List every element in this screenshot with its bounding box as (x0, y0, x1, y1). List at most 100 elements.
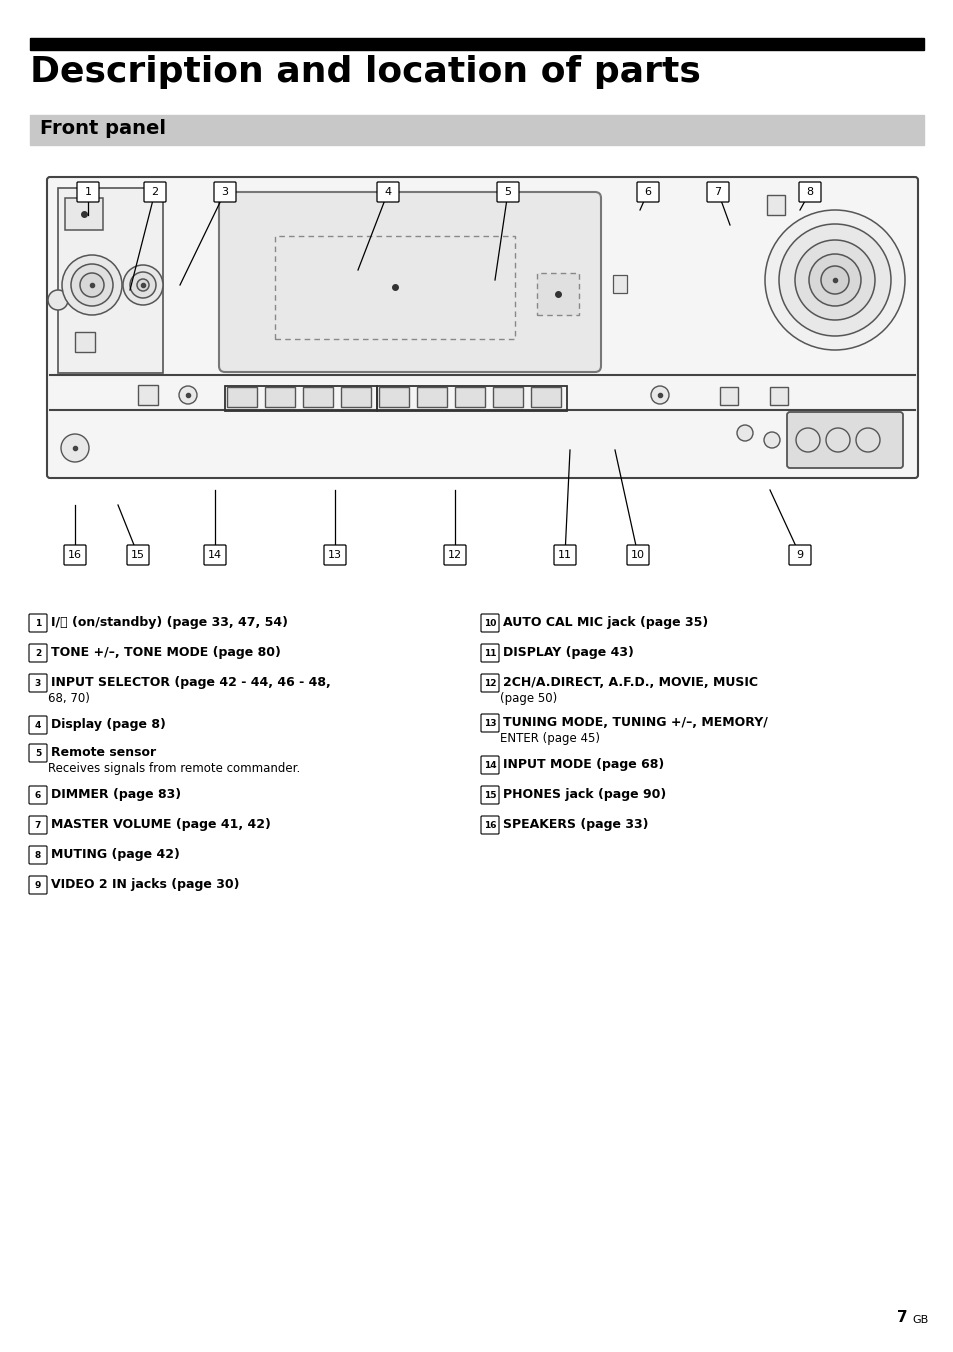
Bar (265, 387, 294, 407)
Text: TUNING MODE, TUNING +/–, MEMORY/: TUNING MODE, TUNING +/–, MEMORY/ (502, 717, 767, 729)
Bar (376, 387, 566, 411)
FancyBboxPatch shape (29, 846, 47, 864)
Text: 11: 11 (558, 550, 572, 560)
FancyBboxPatch shape (324, 545, 346, 565)
Text: 8: 8 (35, 850, 41, 860)
FancyBboxPatch shape (637, 183, 659, 201)
Text: 16: 16 (483, 821, 496, 830)
Text: 1: 1 (35, 618, 41, 627)
FancyBboxPatch shape (480, 786, 498, 804)
FancyBboxPatch shape (480, 756, 498, 773)
FancyBboxPatch shape (706, 183, 728, 201)
Circle shape (123, 265, 163, 306)
Text: Receives signals from remote commander.: Receives signals from remote commander. (48, 763, 300, 775)
Bar (75, 333, 95, 352)
Text: 11: 11 (483, 649, 496, 657)
Circle shape (794, 241, 874, 320)
Text: 12: 12 (448, 550, 461, 560)
Text: I/⏻ (on/standby) (page 33, 47, 54): I/⏻ (on/standby) (page 33, 47, 54) (51, 617, 288, 629)
Bar (138, 385, 158, 406)
Text: 9: 9 (34, 880, 41, 890)
Circle shape (650, 387, 668, 404)
Text: 15: 15 (131, 550, 145, 560)
Circle shape (855, 429, 879, 452)
Text: AUTO CAL MIC jack (page 35): AUTO CAL MIC jack (page 35) (502, 617, 707, 629)
FancyBboxPatch shape (497, 183, 518, 201)
Bar (766, 195, 784, 215)
Text: INPUT MODE (page 68): INPUT MODE (page 68) (502, 758, 663, 771)
Text: 8: 8 (805, 187, 813, 197)
Text: PHONES jack (page 90): PHONES jack (page 90) (502, 788, 665, 800)
FancyBboxPatch shape (480, 714, 498, 731)
Text: 10: 10 (630, 550, 644, 560)
FancyBboxPatch shape (626, 545, 648, 565)
Text: 5: 5 (35, 749, 41, 757)
Bar (416, 387, 447, 407)
Bar (30, 115, 923, 145)
Bar (225, 387, 376, 411)
Circle shape (48, 289, 68, 310)
Circle shape (80, 273, 104, 297)
Text: 15: 15 (483, 791, 496, 799)
FancyBboxPatch shape (204, 545, 226, 565)
Bar (30, 38, 923, 50)
Bar (613, 274, 626, 293)
Bar (537, 273, 578, 315)
Bar (493, 387, 522, 407)
FancyBboxPatch shape (786, 412, 902, 468)
Text: 13: 13 (483, 718, 496, 727)
Circle shape (808, 254, 861, 306)
Circle shape (137, 279, 149, 291)
Bar (303, 387, 333, 407)
Text: SPEAKERS (page 33): SPEAKERS (page 33) (502, 818, 648, 831)
Text: (page 50): (page 50) (499, 692, 557, 704)
Circle shape (821, 266, 848, 293)
Bar (274, 237, 515, 339)
Text: 2: 2 (152, 187, 158, 197)
FancyBboxPatch shape (29, 717, 47, 734)
Text: DISPLAY (page 43): DISPLAY (page 43) (502, 646, 633, 658)
Text: 7: 7 (897, 1310, 907, 1325)
Circle shape (179, 387, 196, 404)
FancyBboxPatch shape (47, 177, 917, 479)
Circle shape (779, 224, 890, 337)
Text: Remote sensor: Remote sensor (51, 746, 156, 758)
Bar (227, 387, 256, 407)
Circle shape (130, 272, 156, 297)
FancyBboxPatch shape (480, 817, 498, 834)
Text: 9: 9 (796, 550, 802, 560)
Text: 2: 2 (35, 649, 41, 657)
Text: DIMMER (page 83): DIMMER (page 83) (51, 788, 181, 800)
FancyBboxPatch shape (29, 817, 47, 834)
FancyBboxPatch shape (29, 675, 47, 692)
Circle shape (795, 429, 820, 452)
Text: 14: 14 (483, 760, 496, 769)
Text: 1: 1 (85, 187, 91, 197)
Text: Description and location of parts: Description and location of parts (30, 55, 700, 89)
Text: 12: 12 (483, 679, 496, 688)
Text: ENTER (page 45): ENTER (page 45) (499, 731, 599, 745)
Bar (720, 387, 738, 406)
Bar (340, 387, 371, 407)
Bar (378, 387, 409, 407)
Text: TONE +/–, TONE MODE (page 80): TONE +/–, TONE MODE (page 80) (51, 646, 280, 658)
FancyBboxPatch shape (144, 183, 166, 201)
FancyBboxPatch shape (480, 614, 498, 631)
Text: 7: 7 (34, 821, 41, 830)
Circle shape (737, 425, 752, 441)
Bar (455, 387, 484, 407)
Text: Front panel: Front panel (40, 119, 166, 138)
FancyBboxPatch shape (29, 614, 47, 631)
Circle shape (763, 433, 780, 448)
Text: 13: 13 (328, 550, 341, 560)
Text: GB: GB (911, 1315, 927, 1325)
Bar (769, 387, 787, 406)
FancyBboxPatch shape (788, 545, 810, 565)
FancyBboxPatch shape (376, 183, 398, 201)
FancyBboxPatch shape (799, 183, 821, 201)
Text: VIDEO 2 IN jacks (page 30): VIDEO 2 IN jacks (page 30) (51, 877, 239, 891)
Text: MUTING (page 42): MUTING (page 42) (51, 848, 180, 861)
Text: 5: 5 (504, 187, 511, 197)
FancyBboxPatch shape (29, 786, 47, 804)
Text: MASTER VOLUME (page 41, 42): MASTER VOLUME (page 41, 42) (51, 818, 271, 831)
